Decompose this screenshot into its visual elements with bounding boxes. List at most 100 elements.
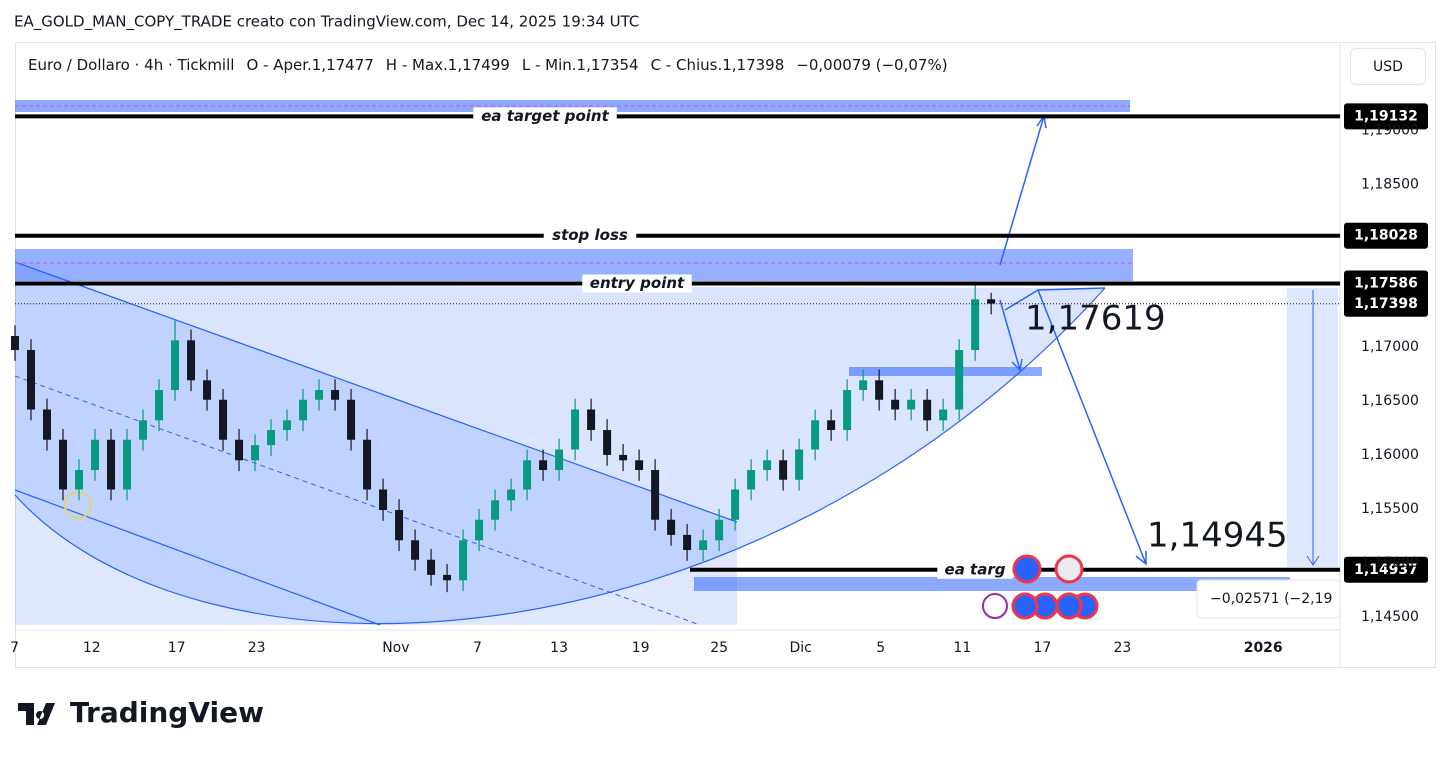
brand-logo [18, 703, 55, 725]
x-tick-label: 19 [632, 640, 650, 656]
candle-body [171, 340, 180, 391]
price-label: 1,17586 [1354, 275, 1418, 291]
x-tick-label: Nov [382, 640, 409, 656]
measure-arrow [1306, 555, 1320, 566]
x-tick-label: 12 [83, 640, 101, 656]
candle-body [683, 534, 692, 551]
candle-body [59, 439, 68, 490]
annotation: 1,17619 [1025, 299, 1166, 339]
candle-body [987, 299, 996, 304]
candle-body [907, 399, 916, 410]
candle-body [859, 380, 868, 391]
y-tick-label: 1,18500 [1361, 177, 1419, 193]
candle-body [555, 449, 564, 471]
candle-body [123, 439, 132, 490]
currency[interactable]: USD [1373, 59, 1403, 75]
candle-body [763, 460, 772, 471]
highlight-circle [64, 491, 92, 519]
x-tick-label: 11 [953, 640, 971, 656]
measure-label: −0,02571 (−2,19 [1210, 591, 1332, 607]
x-tick-label: 2026 [1244, 640, 1283, 656]
channel-line [14, 261, 738, 523]
candle-body [571, 409, 580, 450]
candle-body [187, 340, 196, 381]
x-tick-label: 23 [248, 640, 266, 656]
event-icon [982, 593, 1008, 619]
y-tick-label: 1,15000 [1361, 555, 1419, 571]
x-tick-label: 23 [1113, 640, 1131, 656]
candle-body [699, 540, 708, 551]
legend-item: Euro / Dollaro · 4h · Tickmill [28, 56, 234, 74]
levels: ea target point 1,19132 stop loss 1,18028 en… [15, 103, 1428, 583]
x-tick-label: 25 [710, 640, 728, 656]
candle-body [587, 409, 596, 431]
zone [849, 367, 1042, 376]
price-label: 1,17398 [1354, 296, 1418, 312]
candle-body [731, 489, 740, 520]
y-tick-label: 1,19000 [1361, 123, 1419, 139]
candle-body [779, 460, 788, 480]
legend-item: −0,00079 (−0,07%) [796, 56, 947, 74]
candle-body [379, 489, 388, 511]
arrow [1004, 287, 1106, 311]
zone [15, 100, 1130, 112]
legend-item: O - Aper.1,17477 [246, 56, 373, 74]
price-label-box [1344, 222, 1428, 249]
candle-body [507, 489, 516, 501]
x-tick-label: 17 [1033, 640, 1051, 656]
candle-body [107, 439, 116, 490]
price-label-box [1344, 103, 1428, 130]
level-text-bg [473, 107, 617, 126]
caption: EA_GOLD_MAN_COPY_TRADE creato con Tradin… [14, 13, 639, 32]
brand: TradingView [70, 696, 264, 729]
candle-body [347, 399, 356, 440]
price-label: 1,14937 [1354, 562, 1418, 578]
candle-body [395, 510, 404, 541]
candle-body [795, 449, 804, 480]
candle-body [299, 399, 308, 421]
level-text: ea targ [945, 560, 1006, 578]
level-text-bg [582, 274, 692, 293]
channel-line [14, 489, 381, 626]
channel [15, 262, 737, 625]
measure-box [1196, 579, 1341, 619]
channel-mid [14, 375, 701, 626]
x-tick-label: 13 [550, 640, 568, 656]
candle-body [875, 380, 884, 400]
event-icon [1054, 554, 1084, 584]
candle-body [283, 420, 292, 431]
legend-item: H - Max.1,17499 [386, 56, 510, 74]
price-label-box [1344, 290, 1428, 317]
price-label-box [1344, 556, 1428, 583]
legend-item: C - Chius.1,17398 [651, 56, 785, 74]
level-text: stop loss [552, 226, 628, 244]
candle-body [315, 390, 324, 400]
candle-body [251, 445, 260, 461]
candles [11, 283, 996, 593]
candle-body [219, 399, 228, 440]
event-icons [982, 554, 1099, 620]
candle-body [235, 439, 244, 461]
candle-body [491, 500, 500, 520]
arrow [999, 299, 1023, 372]
event-icon [1012, 554, 1042, 584]
candle-body [651, 470, 660, 520]
currency-button[interactable] [1350, 48, 1426, 85]
cup-curve [14, 287, 1106, 625]
y-tick-label: 1,16500 [1361, 393, 1419, 409]
candle-body [891, 399, 900, 410]
candle-body [603, 430, 612, 455]
candle-body [267, 430, 276, 446]
legend: Euro / Dollaro · 4h · Tickmill O - Aper.1… [28, 56, 948, 74]
candle-body [203, 380, 212, 400]
candle-body [715, 519, 724, 541]
x-tick-label: Dic [790, 640, 812, 656]
logo-mark [18, 703, 55, 725]
candle-body [139, 420, 148, 440]
candle-body [91, 439, 100, 471]
candle-body [475, 519, 484, 541]
candle-body [667, 519, 676, 535]
candle-body [843, 390, 852, 431]
